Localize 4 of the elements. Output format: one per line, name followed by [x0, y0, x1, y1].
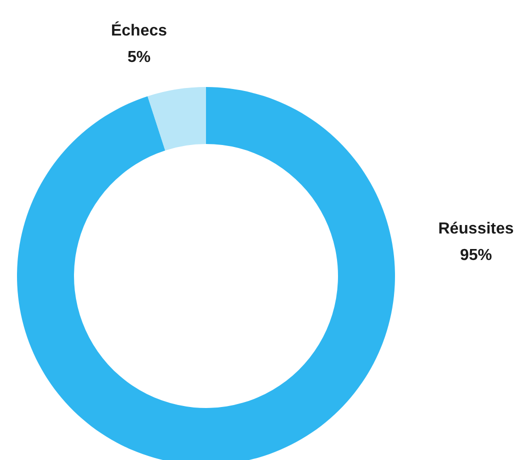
data-label: 5% [127, 49, 151, 66]
slice-label: Réussites [438, 220, 514, 238]
data-label: 95% [460, 247, 492, 264]
slice-label: Échecs [110, 20, 168, 40]
